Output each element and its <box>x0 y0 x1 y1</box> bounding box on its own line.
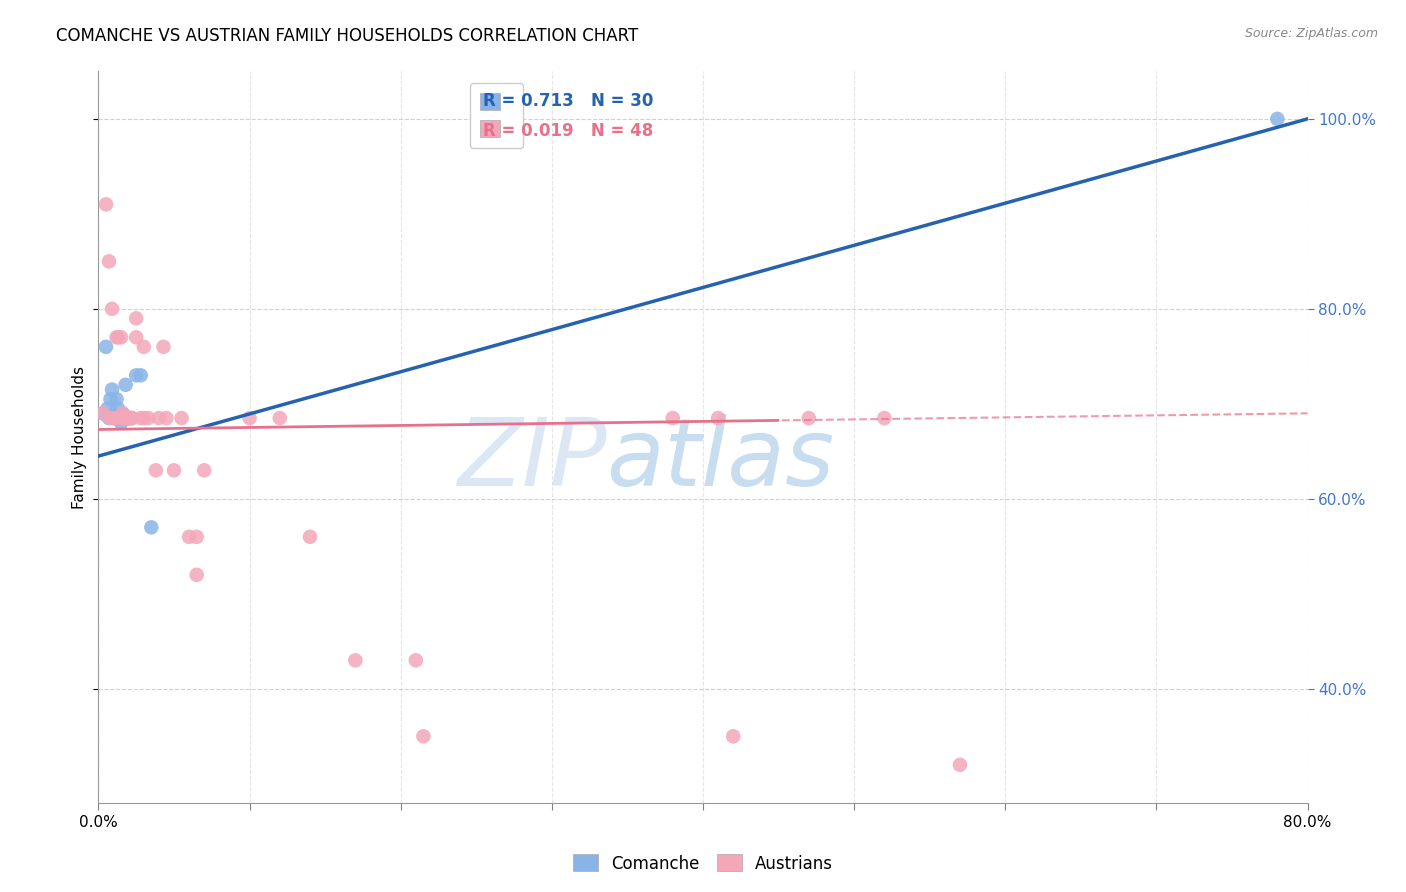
Point <box>107 411 129 425</box>
Legend: , : , <box>470 83 523 148</box>
Point <box>114 411 136 425</box>
Point <box>107 411 129 425</box>
Point <box>94 197 117 211</box>
Point <box>108 411 131 425</box>
Point <box>949 757 972 772</box>
Point <box>103 406 125 420</box>
Point <box>118 411 141 425</box>
Point <box>107 330 129 344</box>
Point <box>110 330 132 344</box>
Point <box>111 411 134 425</box>
Point <box>723 729 745 743</box>
Point <box>94 340 117 354</box>
Point <box>136 411 159 425</box>
Point <box>114 377 136 392</box>
Point <box>412 729 434 743</box>
Point <box>100 411 122 425</box>
Point <box>186 530 208 544</box>
Point <box>125 368 148 383</box>
Point <box>141 520 163 534</box>
Point <box>179 530 201 544</box>
Point <box>98 411 121 425</box>
Point <box>101 383 124 397</box>
Legend: Comanche, Austrians: Comanche, Austrians <box>567 847 839 880</box>
Point <box>118 411 141 425</box>
Point <box>118 411 141 425</box>
Point <box>344 653 367 667</box>
Point <box>121 411 143 425</box>
Point <box>299 530 322 544</box>
Point <box>101 301 124 316</box>
Point <box>115 411 138 425</box>
Point <box>707 411 730 425</box>
Point <box>873 411 896 425</box>
Point <box>145 463 167 477</box>
Point <box>115 411 138 425</box>
Point <box>186 567 208 582</box>
Text: R = 0.019   N = 48: R = 0.019 N = 48 <box>482 121 654 140</box>
Point <box>797 411 820 425</box>
Text: ZIP: ZIP <box>457 414 606 505</box>
Point <box>269 411 291 425</box>
Point <box>163 463 186 477</box>
Point <box>114 411 136 425</box>
Point <box>118 411 141 425</box>
Point <box>110 411 132 425</box>
Point <box>110 411 132 425</box>
Point <box>132 340 155 354</box>
Point <box>114 411 136 425</box>
Point <box>152 340 174 354</box>
Point <box>104 411 127 425</box>
Point <box>239 411 262 425</box>
Point <box>112 411 135 425</box>
Point <box>111 406 134 420</box>
Point <box>661 411 683 425</box>
Point <box>170 411 193 425</box>
Point <box>112 411 135 425</box>
Point <box>110 416 132 430</box>
Point <box>148 411 170 425</box>
Point <box>132 411 155 425</box>
Point <box>155 411 177 425</box>
Point <box>129 411 152 425</box>
Point <box>91 406 114 420</box>
Point <box>111 411 134 425</box>
Point <box>105 392 128 406</box>
Text: COMANCHE VS AUSTRIAN FAMILY HOUSEHOLDS CORRELATION CHART: COMANCHE VS AUSTRIAN FAMILY HOUSEHOLDS C… <box>56 27 638 45</box>
Point <box>100 392 122 406</box>
Point <box>96 401 118 416</box>
Text: atlas: atlas <box>606 414 835 505</box>
Point <box>125 311 148 326</box>
Point <box>98 254 121 268</box>
Point <box>129 368 152 383</box>
Point <box>105 330 128 344</box>
Point <box>125 330 148 344</box>
Point <box>121 411 143 425</box>
Text: R = 0.713   N = 30: R = 0.713 N = 30 <box>482 93 654 111</box>
Text: Source: ZipAtlas.com: Source: ZipAtlas.com <box>1244 27 1378 40</box>
Point <box>121 411 143 425</box>
Point <box>105 411 128 425</box>
Point <box>193 463 215 477</box>
Point <box>103 411 125 425</box>
Point <box>111 406 134 420</box>
Point <box>405 653 427 667</box>
Point <box>107 401 129 416</box>
Point <box>120 411 142 425</box>
Point <box>1267 112 1289 126</box>
Point <box>91 406 114 420</box>
Y-axis label: Family Households: Family Households <box>72 366 87 508</box>
